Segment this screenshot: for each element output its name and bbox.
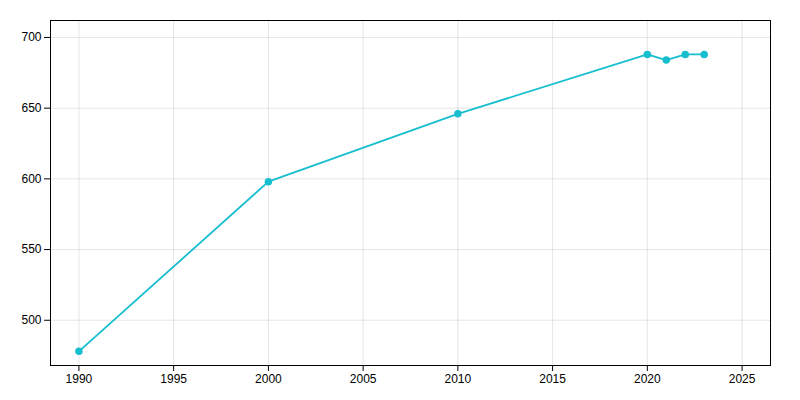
svg-text:1990: 1990 — [66, 372, 93, 386]
svg-text:2025: 2025 — [729, 372, 756, 386]
svg-text:1995: 1995 — [160, 372, 187, 386]
svg-text:700: 700 — [21, 30, 41, 44]
svg-text:500: 500 — [21, 313, 41, 327]
svg-text:2005: 2005 — [350, 372, 377, 386]
svg-text:2010: 2010 — [445, 372, 472, 386]
svg-text:600: 600 — [21, 172, 41, 186]
svg-text:2020: 2020 — [634, 372, 661, 386]
svg-text:2000: 2000 — [255, 372, 282, 386]
svg-text:650: 650 — [21, 101, 41, 115]
svg-text:2015: 2015 — [539, 372, 566, 386]
svg-text:550: 550 — [21, 242, 41, 256]
